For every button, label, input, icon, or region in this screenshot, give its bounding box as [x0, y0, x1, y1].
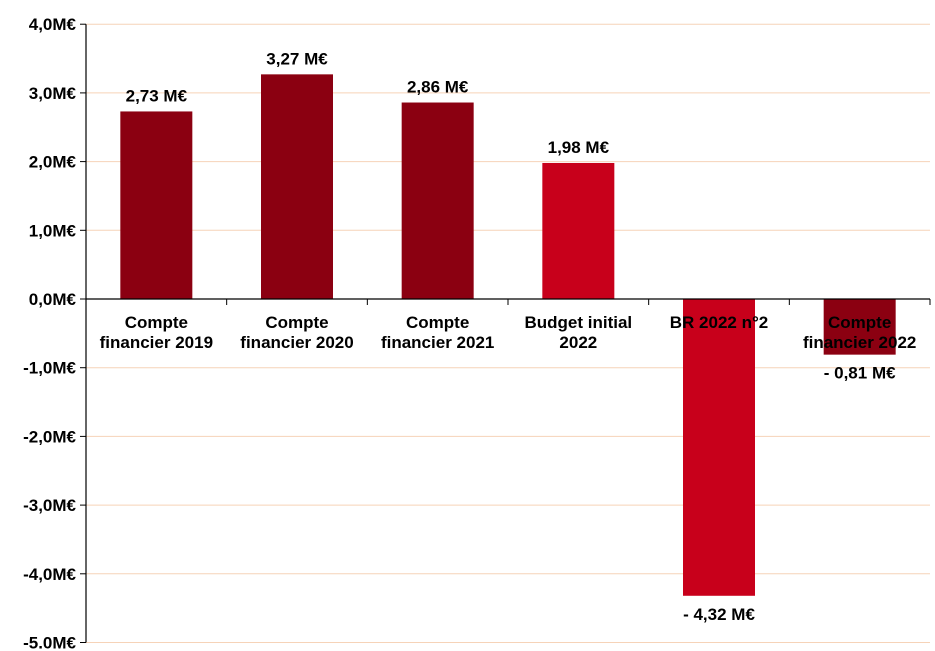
- bar: [120, 111, 193, 299]
- bar: [401, 102, 474, 299]
- y-tick-label: 1,0M€: [29, 221, 77, 240]
- data-label: 1,98 M€: [548, 138, 610, 157]
- data-label: - 0,81 M€: [824, 364, 896, 383]
- category-label: financier 2019: [100, 333, 213, 352]
- y-tick-label: 3,0M€: [29, 84, 77, 103]
- category-label: financier 2022: [803, 333, 916, 352]
- category-label: BR 2022 n°2: [670, 313, 768, 332]
- category-label: 2022: [559, 333, 597, 352]
- data-label: 2,86 M€: [407, 78, 469, 97]
- data-label: 2,73 M€: [126, 86, 188, 105]
- data-label: 3,27 M€: [266, 49, 328, 68]
- bars: [120, 74, 896, 596]
- data-label: - 4,32 M€: [683, 605, 755, 624]
- category-label: Compte: [406, 313, 469, 332]
- y-tick-label: -2,0M€: [23, 427, 76, 446]
- category-label: Budget initial: [524, 313, 632, 332]
- y-tick-label: -1,0M€: [23, 359, 76, 378]
- y-tick-label: 4,0M€: [29, 15, 77, 34]
- bar: [542, 162, 615, 299]
- category-label: Compte: [265, 313, 328, 332]
- axes: [80, 23, 931, 643]
- bar: [261, 74, 333, 299]
- bar: [823, 299, 896, 355]
- gridlines: [86, 23, 930, 643]
- category-label: Compte: [828, 313, 891, 332]
- category-label: Compte: [125, 313, 188, 332]
- y-tick-label: -4,0M€: [23, 565, 76, 584]
- y-tick-labels: 4,0M€ 3,0M€ 2,0M€ 1,0M€ 0,0M€ -1,0M€ -2,0M€ -3,…: [23, 15, 76, 651]
- y-tick-label: -3,0M€: [23, 496, 76, 515]
- category-label: financier 2021: [381, 333, 494, 352]
- bar: [683, 299, 755, 596]
- y-tick-label: -5.0M€: [23, 634, 76, 651]
- data-labels: 2,73 M€ 3,27 M€ 2,86 M€ 1,98 M€ - 4,32 M€ - 0…: [126, 49, 897, 623]
- y-tick-label: 0,0M€: [29, 290, 77, 309]
- y-tick-label: 2,0M€: [29, 153, 77, 172]
- category-label: financier 2020: [240, 333, 353, 352]
